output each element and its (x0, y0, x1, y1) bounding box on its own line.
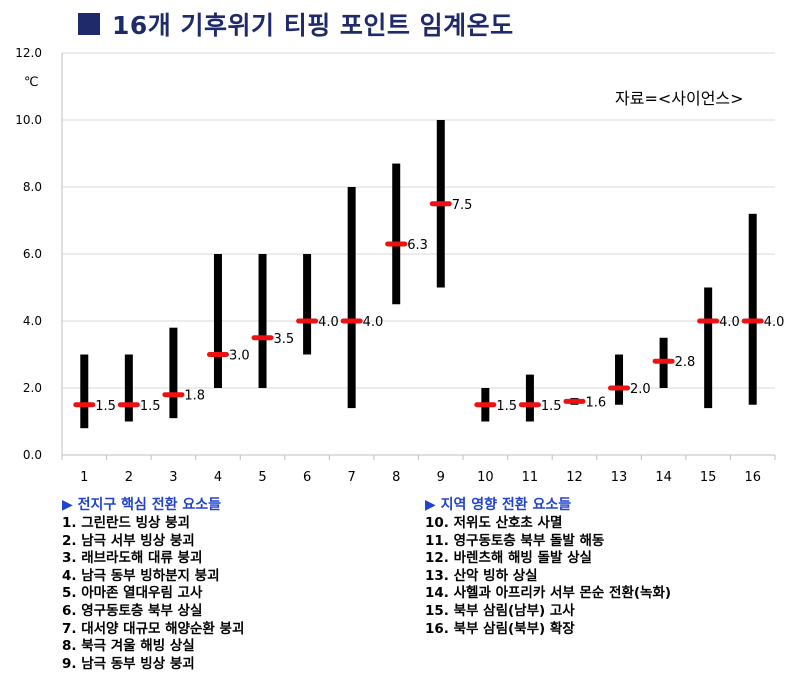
x-tick-label: 4 (214, 470, 222, 485)
x-tick-label: 7 (348, 470, 356, 485)
list-item: 1. 그린란드 빙상 붕괴 (62, 515, 190, 531)
central-marker (652, 358, 675, 364)
marker-layer (73, 201, 764, 408)
data-label: 4.0 (764, 315, 785, 330)
list-item: 9. 남극 동부 빙상 붕괴 (62, 655, 195, 672)
data-label: 3.5 (274, 332, 295, 347)
range-bar (525, 374, 534, 422)
list-item: 13. 산악 빙하 상실 (425, 567, 538, 584)
range-bar (303, 254, 312, 355)
x-tick-label: 1 (80, 470, 88, 485)
data-label: 7.5 (452, 198, 473, 213)
data-label: 4.0 (363, 315, 384, 330)
central-marker (697, 318, 720, 324)
x-tick-label: 2 (125, 470, 133, 485)
list-item: 5. 아마존 열대우림 고사 (62, 585, 203, 602)
central-marker (385, 241, 408, 247)
axis-layer: 0.02.04.06.08.010.012.01 2 3 4 5 6 7 8 9 10 11 12 13… (15, 46, 776, 485)
range-bar (615, 354, 624, 405)
y-unit-label: ℃ (24, 75, 39, 90)
title-row: 16개 기후위기 티핑 포인트 임계온도 (78, 6, 514, 42)
data-label: 1.5 (496, 399, 517, 414)
central-marker (73, 402, 96, 408)
regional-elements-header: ▶ 지역 영향 전환 요소들 (425, 497, 572, 513)
data-label: 1.8 (184, 389, 205, 404)
list-item: 8. 북극 겨울 해빙 상실 (62, 638, 195, 655)
y-tick-label: 10.0 (15, 113, 42, 127)
x-tick-label: 3 (169, 470, 177, 485)
central-marker (296, 318, 319, 324)
y-tick-label: 8.0 (23, 180, 42, 194)
central-marker (474, 402, 497, 408)
list-item: 6. 영구동토층 북부 상실 (62, 602, 203, 619)
y-tick-label: 0.0 (23, 448, 42, 462)
data-label: 2.8 (675, 355, 696, 370)
data-label: 4.0 (719, 315, 740, 330)
global-elements-header: ▶ 전지구 핵심 전환 요소들 (62, 497, 222, 513)
x-tick-label: 16 (744, 470, 761, 485)
x-tick-label: 9 (437, 470, 445, 485)
global-elements-list: ▶ 전지구 핵심 전환 요소들 1. 그린란드 빙상 붕괴 2. 남극 서부 빙상… (62, 495, 244, 673)
central-marker (741, 318, 764, 324)
y-tick-label: 12.0 (15, 46, 42, 60)
data-label: 1.5 (541, 399, 562, 414)
central-marker (429, 201, 452, 207)
list-item: 16. 북부 삼림(북부) 확장 (425, 620, 575, 637)
bar-layer (80, 120, 757, 429)
list-item: 3. 래브라도해 대류 붕괴 (62, 550, 203, 567)
list-item: 11. 영구동토층 북부 돌발 해동 (425, 532, 605, 549)
data-label: 1.5 (95, 399, 116, 414)
chart-title: 16개 기후위기 티핑 포인트 임계온도 (112, 11, 514, 40)
range-bar (748, 213, 757, 405)
source-note: 자료=<사이언스> (615, 89, 744, 108)
list-item: 12. 바렌츠해 해빙 돌발 상실 (425, 550, 592, 567)
range-bar (213, 254, 222, 388)
range-bar (258, 254, 267, 388)
data-label: 4.0 (318, 315, 339, 330)
list-item: 14. 사헬과 아프리카 서부 몬순 전환(녹화) (425, 585, 672, 602)
central-marker (563, 398, 586, 404)
range-bar (392, 163, 401, 305)
y-tick-label: 2.0 (23, 381, 42, 395)
data-label: 3.0 (229, 349, 250, 364)
data-label: 6.3 (407, 238, 428, 253)
central-marker (162, 392, 185, 398)
central-marker (340, 318, 363, 324)
list-item: 4. 남극 동부 빙하분지 붕괴 (62, 567, 220, 584)
tipping-point-chart: 0.02.04.06.08.010.012.01 2 3 4 5 6 7 8 9 10 11 12 13… (15, 46, 784, 485)
central-marker (518, 402, 541, 408)
central-marker (608, 385, 631, 391)
data-label: 1.5 (140, 399, 161, 414)
range-bar (124, 354, 133, 422)
x-tick-label: 15 (700, 470, 717, 485)
x-tick-label: 5 (258, 470, 266, 485)
central-marker (251, 335, 274, 341)
x-tick-label: 11 (522, 470, 539, 485)
title-square-icon (78, 13, 100, 35)
list-item: 2. 남극 서부 빙상 붕괴 (62, 532, 195, 549)
list-item: 7. 대서양 대규모 해양순환 붕괴 (62, 620, 245, 637)
central-marker (117, 402, 140, 408)
range-bar (704, 287, 713, 409)
x-tick-label: 10 (477, 470, 494, 485)
data-label: 1.6 (585, 395, 606, 410)
x-tick-label: 12 (566, 470, 583, 485)
x-tick-label: 13 (611, 470, 628, 485)
range-bar (347, 187, 356, 409)
x-tick-label: 8 (392, 470, 400, 485)
label-layer: 1.5 1.5 1.8 3.0 3.5 4.0 4.0 6.3 7.5 1.5 1.5 1.6 2.0 2… (95, 198, 784, 414)
x-tick-label: 14 (655, 470, 672, 485)
data-label: 2.0 (630, 382, 651, 397)
list-item: 10. 저위도 산호초 사멸 (425, 515, 563, 531)
regional-elements-list: ▶ 지역 영향 전환 요소들 10. 저위도 산호초 사멸 11. 영구동토층 북… (425, 495, 671, 638)
central-marker (206, 352, 229, 357)
list-item: 15. 북부 삼림(남부) 고사 (425, 602, 575, 619)
x-tick-label: 6 (303, 470, 311, 485)
range-bar (169, 327, 178, 419)
y-tick-label: 6.0 (23, 247, 42, 261)
range-bar (80, 354, 89, 429)
y-tick-label: 4.0 (23, 314, 42, 328)
